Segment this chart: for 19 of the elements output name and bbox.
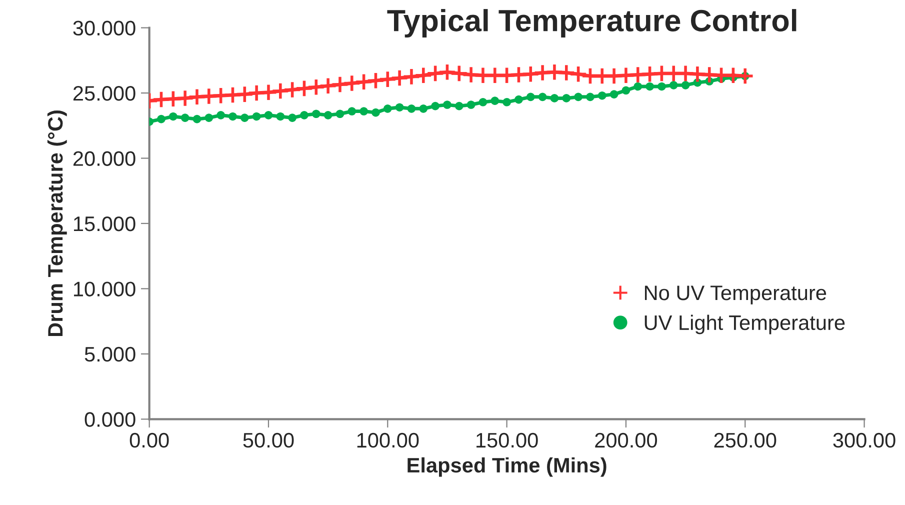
x-tick-label: 300.00 xyxy=(833,432,896,448)
x-axis-title: Elapsed Time (Mins) xyxy=(408,457,606,477)
y-axis-title: Drum Temperature (°C) xyxy=(47,110,67,336)
legend-label: UV Light Temperature xyxy=(644,314,845,334)
x-tick-label: 250.00 xyxy=(714,432,776,448)
y-tick-label: 0.000 xyxy=(84,412,136,427)
legend-label: No UV Temperature xyxy=(644,286,826,304)
x-tick-label: 0.00 xyxy=(130,432,169,448)
y-tick-label: 15.000 xyxy=(74,216,136,232)
y-tick-label: 25.000 xyxy=(73,86,136,101)
y-tick-label: 5.000 xyxy=(84,346,136,362)
x-tick-label: 200.00 xyxy=(595,432,658,448)
x-tick-label: 150.00 xyxy=(476,432,538,448)
chart-title: Typical Temperature Control xyxy=(387,9,796,38)
y-tick-label: 30.000 xyxy=(73,20,136,36)
y-tick-label: 20.000 xyxy=(73,151,136,166)
x-tick-label: 100.00 xyxy=(357,432,419,448)
y-tick-label: 10.000 xyxy=(74,282,136,296)
x-tick-label: 50.00 xyxy=(243,432,294,448)
